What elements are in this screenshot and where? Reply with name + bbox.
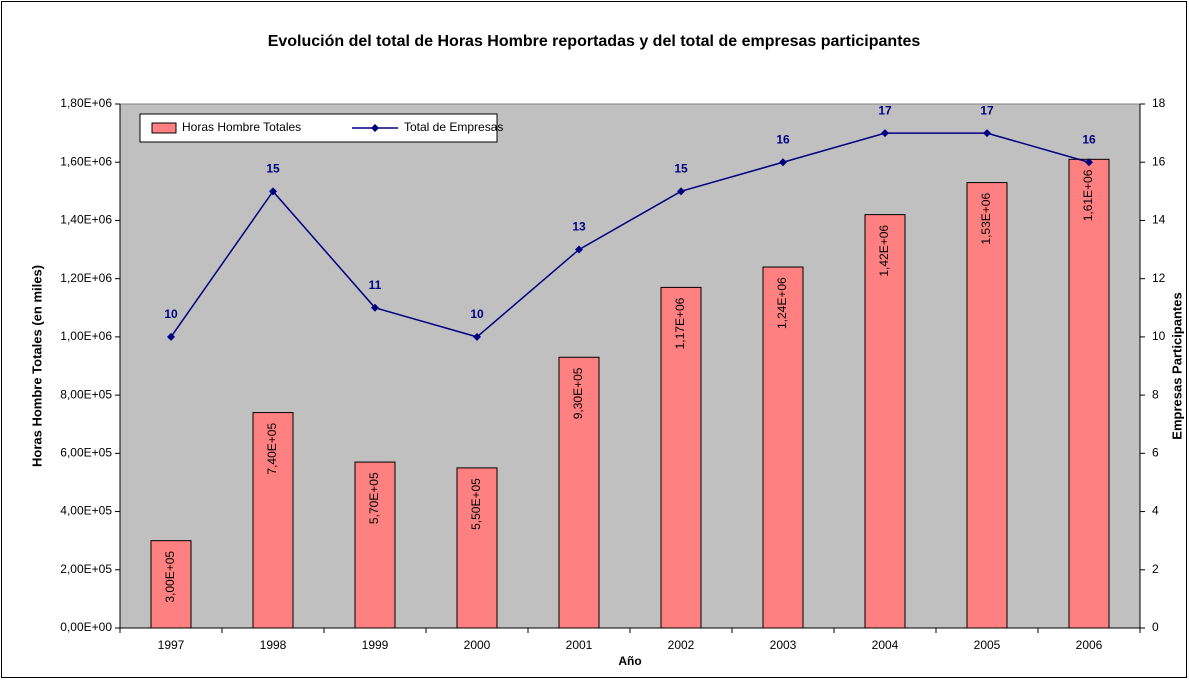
y-tick-label: 1,20E+06	[60, 271, 112, 285]
bar	[762, 266, 804, 629]
bar	[864, 214, 906, 629]
y-tick-label: 1,00E+06	[60, 329, 112, 343]
line-value-label: 10	[164, 307, 178, 321]
bar	[1068, 158, 1110, 629]
y-tick-label: 1,80E+06	[60, 96, 112, 110]
x-tick-label: 2005	[974, 638, 1001, 652]
y2-tick-label: 18	[1152, 96, 1166, 110]
bar-value-label: 1,61E+06	[1081, 169, 1095, 221]
line-marker	[575, 245, 583, 254]
y-tick-label: 4,00E+05	[60, 504, 112, 518]
line-value-label: 15	[674, 162, 688, 176]
y2-tick-label: 12	[1152, 271, 1166, 285]
bar	[966, 182, 1008, 629]
y-axis-label: Horas Hombre Totales (en miles)	[29, 265, 44, 467]
line-value-label: 15	[266, 162, 280, 176]
y2-tick-label: 10	[1152, 329, 1166, 343]
line-marker	[371, 303, 379, 312]
line-marker	[779, 158, 787, 167]
x-tick-label: 2002	[668, 638, 695, 652]
x-tick-label: 1998	[260, 638, 287, 652]
y-tick-label: 8,00E+05	[60, 387, 112, 401]
line-value-label: 17	[878, 103, 892, 117]
line-value-label: 11	[369, 278, 382, 292]
bar-value-label: 1,42E+06	[877, 225, 891, 277]
y2-axis-label: Empresas Participantes	[1169, 292, 1184, 439]
x-tick-label: 2001	[566, 638, 593, 652]
line-marker	[473, 332, 481, 341]
line-marker	[881, 129, 889, 138]
line-value-label: 16	[776, 132, 790, 146]
line-marker	[677, 187, 685, 196]
line	[170, 132, 1090, 338]
line-value-label: 13	[572, 220, 586, 234]
bar-value-label: 1,53E+06	[979, 193, 993, 245]
bar	[354, 461, 396, 629]
x-tick-label: 2003	[770, 638, 797, 652]
bar	[558, 356, 600, 629]
bar-value-label: 1,17E+06	[673, 297, 687, 349]
bar	[252, 412, 294, 629]
x-tick-label: 1999	[362, 638, 389, 652]
y2-tick-label: 6	[1152, 446, 1159, 460]
y2-tick-label: 16	[1152, 154, 1166, 168]
y2-tick-label: 14	[1152, 213, 1166, 227]
x-tick-label: 2004	[872, 638, 899, 652]
line-marker	[983, 129, 991, 138]
line-value-label: 17	[980, 103, 994, 117]
legend-swatch	[151, 122, 177, 134]
y2-tick-label: 0	[1152, 620, 1159, 634]
y-tick-label: 2,00E+05	[60, 562, 112, 576]
x-axis-label: Año	[618, 654, 641, 668]
y2-tick-label: 4	[1152, 504, 1159, 518]
legend-label: Horas Hombre Totales	[182, 120, 301, 134]
legend-swatch-marker	[371, 124, 379, 132]
chart-title: Evolución del total de Horas Hombre repo…	[268, 33, 921, 50]
bar-value-label: 9,30E+05	[571, 367, 585, 419]
line-marker	[1085, 158, 1093, 167]
bar-value-label: 1,24E+06	[775, 277, 789, 329]
x-tick-label: 1997	[158, 638, 185, 652]
line-value-label: 10	[470, 307, 484, 321]
bar-value-label: 5,50E+05	[469, 478, 483, 530]
bar	[660, 286, 702, 629]
line-marker	[269, 187, 277, 196]
y-tick-label: 1,40E+06	[60, 213, 112, 227]
y2-tick-label: 8	[1152, 387, 1159, 401]
legend-label: Total de Empresas	[404, 120, 503, 134]
y-tick-label: 1,60E+06	[60, 154, 112, 168]
bar-value-label: 7,40E+05	[265, 423, 279, 475]
y-tick-label: 6,00E+05	[60, 446, 112, 460]
line-value-label: 16	[1082, 132, 1096, 146]
y2-tick-label: 2	[1152, 562, 1159, 576]
bar	[150, 540, 192, 629]
bar	[456, 467, 498, 629]
y-tick-label: 0,00E+00	[60, 620, 112, 634]
x-tick-label: 2006	[1076, 638, 1103, 652]
bar-value-label: 5,70E+05	[367, 472, 381, 524]
legend-box	[139, 113, 498, 143]
bar-value-label: 3,00E+05	[163, 551, 177, 603]
line-marker	[167, 332, 175, 341]
x-tick-label: 2000	[464, 638, 491, 652]
